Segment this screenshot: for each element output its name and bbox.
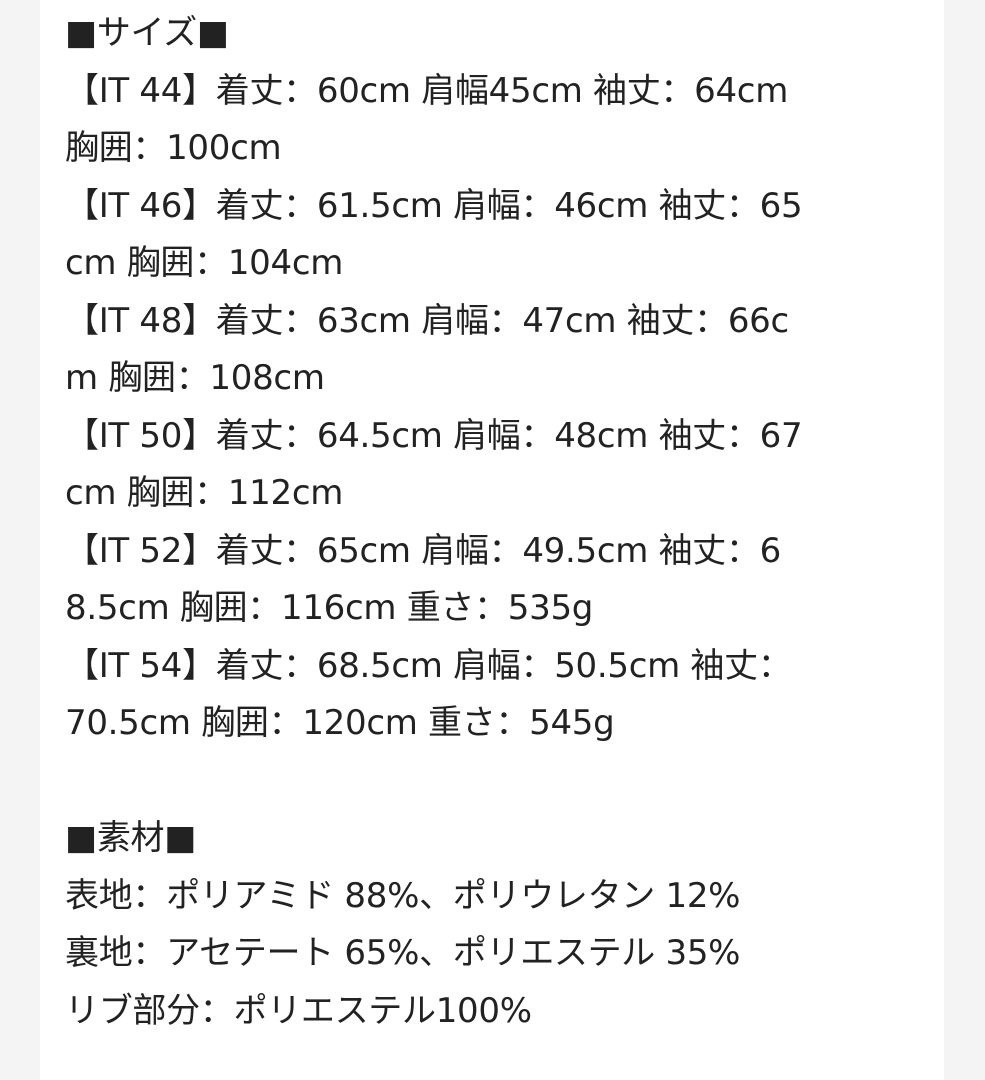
material-line: リブ部分：ポリエステル100% [65,990,532,1031]
size-line: 【IT 48】着丈：63cm 肩幅：47cm 袖丈：66c [65,300,789,341]
size-line: 【IT 52】着丈：65cm 肩幅：49.5cm 袖丈：6 [65,530,782,571]
product-description: ■サイズ■ 【IT 44】着丈：60cm 肩幅45cm 袖丈：64cm 胸囲：1… [65,5,934,1040]
size-line: 70.5cm 胸囲：120cm 重さ：545g [65,703,615,743]
size-line: 【IT 46】着丈：61.5cm 肩幅：46cm 袖丈：65 [65,185,803,226]
size-line: 【IT 54】着丈：68.5cm 肩幅：50.5cm 袖丈： [65,645,792,686]
description-card: ■サイズ■ 【IT 44】着丈：60cm 肩幅45cm 袖丈：64cm 胸囲：1… [40,0,944,1080]
size-line: 【IT 44】着丈：60cm 肩幅45cm 袖丈：64cm [65,70,789,111]
size-line: 【IT 50】着丈：64.5cm 肩幅：48cm 袖丈：67 [65,415,803,456]
size-line: m 胸囲：108cm [65,358,325,398]
size-line: 8.5cm 胸囲：116cm 重さ：535g [65,588,594,628]
material-line: 表地：ポリアミド 88%、ポリウレタン 12% [65,875,741,916]
material-line: 裏地：アセテート 65%、ポリエステル 35% [65,933,741,973]
size-line: cm 胸囲：112cm [65,473,344,513]
size-heading: ■サイズ■ [65,13,229,53]
size-line: 胸囲：100cm [65,128,282,168]
size-line: cm 胸囲：104cm [65,243,344,283]
material-heading: ■素材■ [65,818,197,858]
spacer [65,753,934,811]
